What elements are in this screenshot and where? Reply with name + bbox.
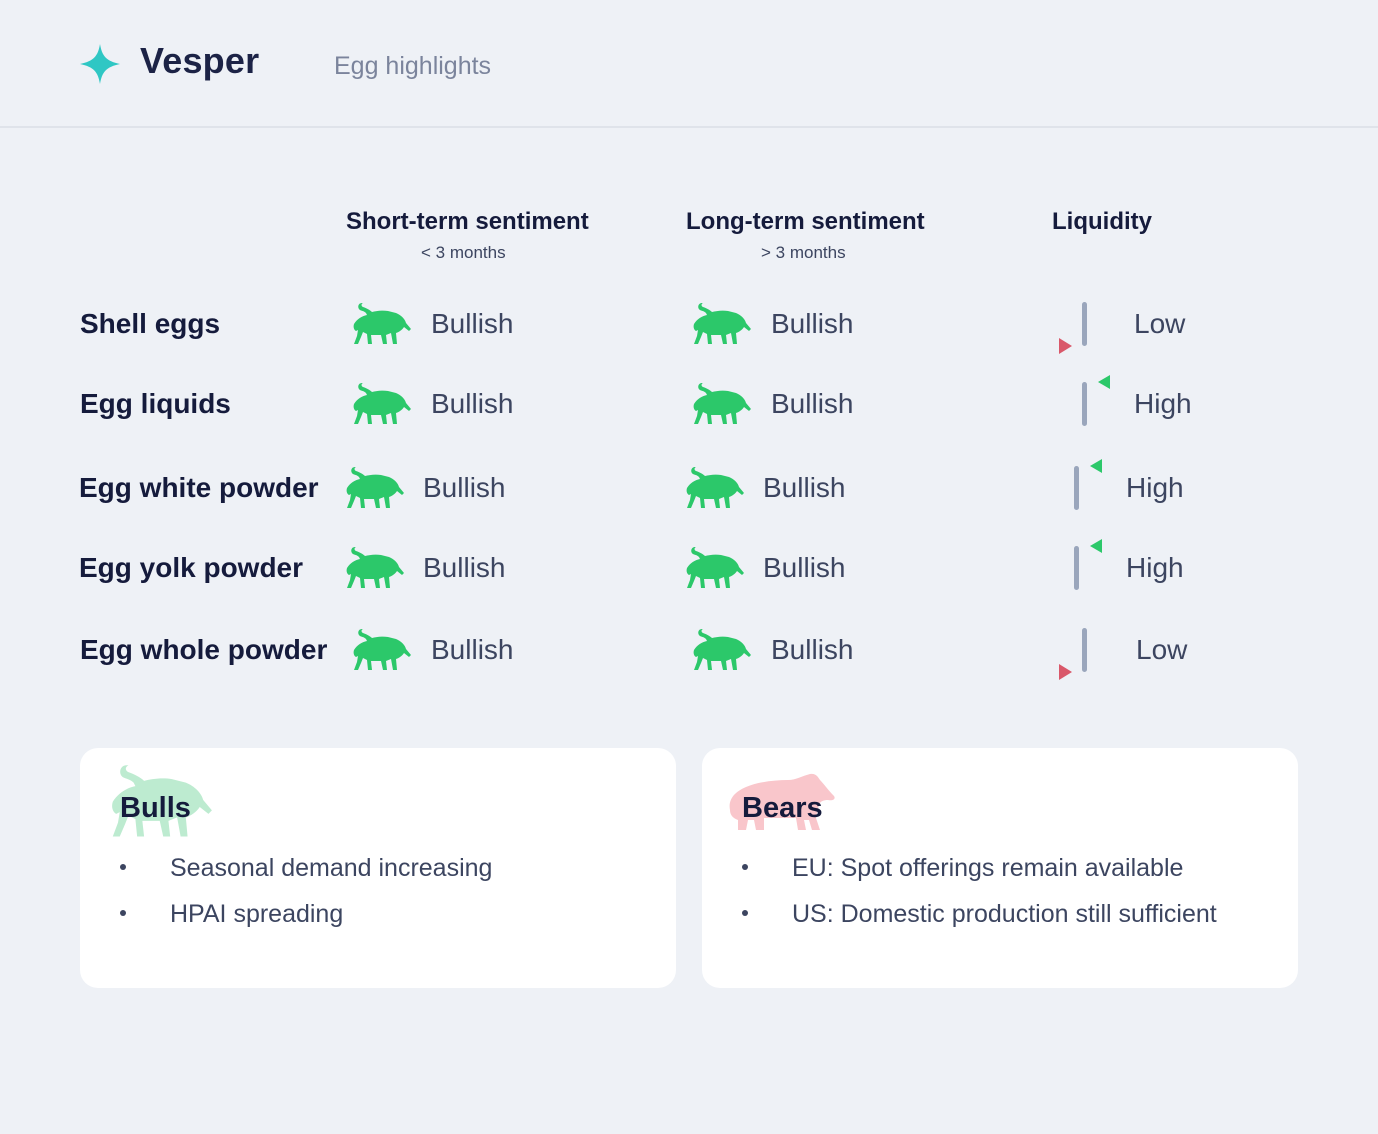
liquidity-header: Liquidity	[1052, 208, 1152, 235]
liquidity-value: High	[1126, 472, 1184, 503]
app-header: Vesper Egg highlights	[0, 0, 1378, 128]
liquidity-value: Low	[1136, 634, 1188, 665]
list-item-text: HPAI spreading	[170, 900, 344, 928]
list-item: EU: Spot offerings remain available	[742, 854, 1217, 900]
row-label-egg-whole-powder: Egg whole powder	[80, 634, 328, 665]
liquidity-bar	[1082, 628, 1087, 672]
bears-title: Bears	[742, 792, 823, 824]
long-term-value: Bullish	[771, 308, 854, 339]
bull-icon	[681, 464, 745, 510]
liquidity-bar	[1082, 302, 1087, 346]
row-label-shell-eggs: Shell eggs	[80, 308, 221, 339]
bull-icon	[341, 464, 405, 510]
short-term-value: Bullish	[431, 388, 514, 419]
bullet-icon	[742, 864, 748, 870]
list-item: Seasonal demand increasing	[120, 854, 492, 900]
row-label-egg-white-powder: Egg white powder	[79, 472, 319, 503]
bulls-title: Bulls	[120, 792, 191, 824]
bull-icon	[688, 380, 752, 426]
long-term-value: Bullish	[763, 472, 846, 503]
bull-icon	[688, 300, 752, 346]
liquidity-bar	[1074, 466, 1079, 510]
short-term-value: Bullish	[431, 308, 514, 339]
liquidity-value: High	[1134, 388, 1192, 419]
short-term-value: Bullish	[431, 634, 514, 665]
long-term-value: Bullish	[771, 388, 854, 419]
long-term-header: Long-term sentiment	[686, 208, 925, 235]
bears-card: Bears EU: Spot offerings remain availabl…	[702, 748, 1298, 988]
bull-icon	[341, 544, 405, 590]
short-term-header: Short-term sentiment	[346, 208, 589, 235]
bull-icon	[348, 626, 412, 672]
trend-down-icon	[1059, 664, 1072, 680]
long-term-subheader: > 3 months	[761, 243, 846, 262]
bears-list: EU: Spot offerings remain available US: …	[742, 854, 1217, 946]
bullet-icon	[742, 910, 748, 916]
bear-icon	[729, 773, 835, 830]
trend-up-icon	[1090, 459, 1102, 473]
bullet-icon	[120, 910, 126, 916]
short-term-value: Bullish	[423, 552, 506, 583]
page-title: Egg highlights	[334, 52, 492, 80]
liquidity-bar	[1074, 546, 1079, 590]
short-term-subheader: < 3 months	[421, 243, 506, 262]
list-item-text: Seasonal demand increasing	[170, 854, 493, 882]
trend-down-icon	[1059, 338, 1072, 354]
bullet-icon	[120, 864, 126, 870]
bull-icon	[681, 544, 745, 590]
trend-up-icon	[1098, 375, 1110, 389]
liquidity-value: High	[1126, 552, 1184, 583]
list-item: HPAI spreading	[120, 900, 492, 946]
liquidity-bar	[1082, 382, 1087, 426]
bull-icon	[348, 380, 412, 426]
list-item-text: EU: Spot offerings remain available	[792, 854, 1184, 882]
short-term-value: Bullish	[423, 472, 506, 503]
long-term-value: Bullish	[763, 552, 846, 583]
brand-name[interactable]: Vesper	[140, 40, 260, 81]
list-item: US: Domestic production still sufficient	[742, 900, 1217, 946]
bull-icon	[688, 626, 752, 672]
trend-up-icon	[1090, 539, 1102, 553]
list-item-text: US: Domestic production still sufficient	[792, 900, 1217, 928]
bulls-card: Bulls Seasonal demand increasing HPAI sp…	[80, 748, 676, 988]
sparkle-icon	[80, 44, 120, 84]
row-label-egg-yolk-powder: Egg yolk powder	[79, 552, 304, 583]
row-label-egg-liquids: Egg liquids	[80, 388, 231, 419]
bull-icon	[348, 300, 412, 346]
long-term-value: Bullish	[771, 634, 854, 665]
liquidity-value: Low	[1134, 308, 1186, 339]
bulls-list: Seasonal demand increasing HPAI spreadin…	[120, 854, 492, 946]
